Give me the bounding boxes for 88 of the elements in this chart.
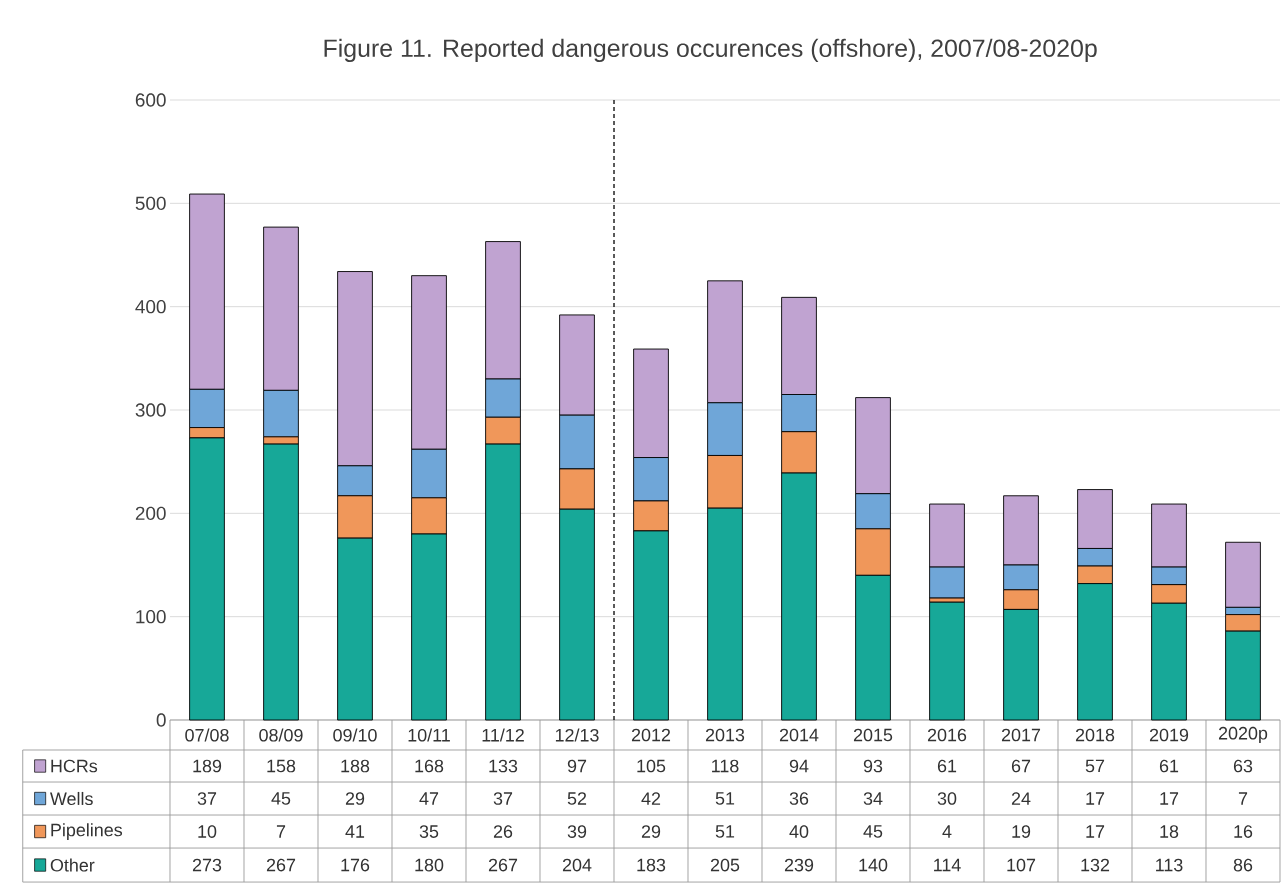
data-label: 17 xyxy=(1086,792,1105,805)
data-label: 267 xyxy=(266,858,296,872)
y-tick-label: 0 xyxy=(156,713,166,727)
data-label: 18 xyxy=(1160,825,1179,838)
data-label: 4 xyxy=(942,825,952,838)
x-tick-label: 2017 xyxy=(1001,728,1041,742)
data-label: 189 xyxy=(193,759,222,773)
data-label: 67 xyxy=(1011,759,1031,773)
data-label: 36 xyxy=(789,792,809,805)
data-label: 17 xyxy=(1160,792,1179,805)
x-tick-label: 07/08 xyxy=(185,728,229,742)
data-label: 205 xyxy=(710,858,740,872)
y-tick-label: 100 xyxy=(136,609,166,624)
x-tick-label: 2018 xyxy=(1075,728,1115,742)
data-label: 132 xyxy=(1081,858,1110,872)
data-label: 93 xyxy=(863,759,883,773)
y-tick-label: 500 xyxy=(135,196,166,211)
data-label: 45 xyxy=(271,792,291,805)
data-label: 267 xyxy=(488,858,518,872)
data-label: 107 xyxy=(1007,858,1036,872)
y-tick-label: 300 xyxy=(135,403,166,417)
data-label: 180 xyxy=(415,858,444,872)
y-tick-label: 400 xyxy=(135,299,166,314)
data-label: 30 xyxy=(937,792,957,805)
data-label: 176 xyxy=(341,858,370,872)
data-label: 158 xyxy=(267,759,296,773)
x-tick-label: 2012 xyxy=(631,728,671,742)
x-tick-label: 2014 xyxy=(779,728,819,742)
data-label: 113 xyxy=(1156,858,1183,872)
data-label: 34 xyxy=(863,792,883,805)
data-label: 204 xyxy=(562,858,592,872)
x-tick-label: 10/11 xyxy=(408,728,450,742)
bar xyxy=(929,601,965,721)
legend-label: Pipelines xyxy=(51,823,123,840)
data-label: 35 xyxy=(419,825,439,838)
data-label: 118 xyxy=(712,759,739,773)
data-label: 29 xyxy=(641,825,661,838)
data-label: 16 xyxy=(1234,825,1253,838)
data-label: 51 xyxy=(715,825,735,838)
data-label: 47 xyxy=(419,792,439,805)
data-label: 183 xyxy=(637,858,666,872)
data-label: 133 xyxy=(489,759,518,773)
data-label: 37 xyxy=(197,792,217,805)
x-tick-label: 2016 xyxy=(927,728,967,742)
data-label: 168 xyxy=(415,759,444,773)
data-label: 105 xyxy=(637,759,666,773)
data-label: 7 xyxy=(276,825,286,838)
data-label: 45 xyxy=(863,825,883,838)
data-label: 29 xyxy=(345,792,365,805)
legend-label: Wells xyxy=(50,791,93,806)
x-tick-label: 09/10 xyxy=(333,728,377,742)
data-label: 63 xyxy=(1233,759,1253,773)
y-tick-label: 600 xyxy=(135,93,166,107)
data-label: 97 xyxy=(567,759,587,773)
data-label: 188 xyxy=(341,759,370,773)
x-tick-label: 11/12 xyxy=(482,728,524,742)
data-label: 41 xyxy=(345,825,365,838)
data-label: 86 xyxy=(1233,858,1253,872)
data-label: 42 xyxy=(641,792,661,805)
legend-label: HCRs xyxy=(51,759,98,773)
x-tick-label: 2019 xyxy=(1149,728,1189,742)
data-label: 40 xyxy=(789,825,809,838)
data-label: 57 xyxy=(1085,759,1105,773)
x-tick-label: 12/13 xyxy=(555,728,599,742)
data-label: 273 xyxy=(192,858,222,872)
x-tick-label: 08/09 xyxy=(259,728,303,742)
data-label: 39 xyxy=(567,825,587,838)
data-label: 17 xyxy=(1086,825,1105,838)
data-label: 19 xyxy=(1012,825,1031,838)
data-label: 239 xyxy=(784,858,814,872)
data-label: 61 xyxy=(937,759,957,773)
data-label: 24 xyxy=(1011,792,1031,805)
data-label: 140 xyxy=(859,858,888,872)
data-label: 37 xyxy=(493,792,513,805)
x-tick-label: 2015 xyxy=(853,728,893,742)
data-label: 10 xyxy=(198,825,217,838)
y-tick-label: 200 xyxy=(135,506,166,521)
x-tick-label: 2020p xyxy=(1218,726,1268,744)
data-label: 114 xyxy=(934,858,961,872)
chart-title: Figure 11. Reported dangerous occurences (offshore), 2007/08-2020p xyxy=(324,38,1097,63)
data-label: 26 xyxy=(493,825,513,838)
data-label: 7 xyxy=(1238,792,1248,805)
data-label: 51 xyxy=(715,792,735,805)
x-tick-label: 2013 xyxy=(705,728,745,742)
data-label: 94 xyxy=(789,759,809,773)
data-label: 61 xyxy=(1159,759,1179,773)
data-label: 52 xyxy=(567,792,587,805)
legend-label: Other xyxy=(50,858,95,872)
